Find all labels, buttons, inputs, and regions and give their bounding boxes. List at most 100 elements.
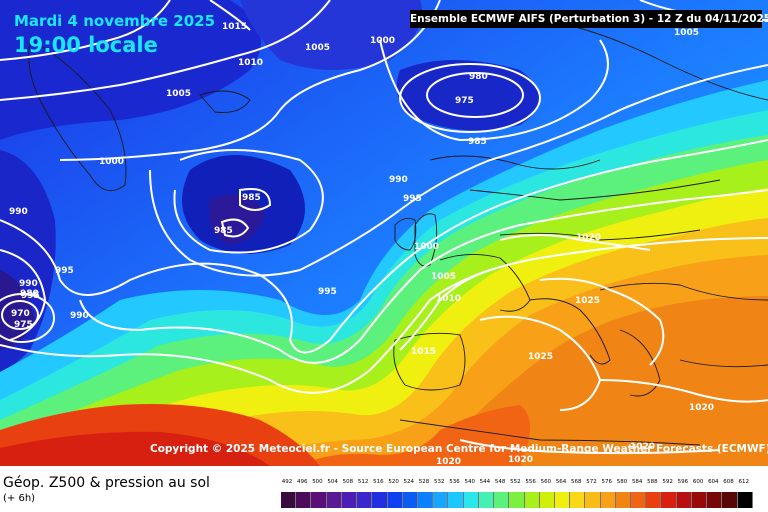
legend-swatch (524, 492, 540, 508)
isobars (0, 0, 768, 453)
isobar-label: 1020 (508, 455, 533, 465)
isobar-label: 1005 (674, 28, 699, 38)
legend-value-labels: 492 496 500 504 508 512 516 520 524 528 532 536 540 5… (281, 479, 753, 489)
isobar-label: 975 (14, 320, 33, 330)
isobar-label: 1020 (576, 233, 601, 243)
isobar-label: 1010 (436, 294, 461, 304)
legend-value-label: 524 (403, 479, 415, 485)
legend-value-label: 612 (738, 479, 750, 485)
isobar-label: 1015 (411, 347, 436, 357)
legend-value-label: 520 (388, 479, 399, 485)
isobar-label: 990 (9, 207, 28, 217)
isobar-label: 995 (55, 266, 74, 276)
legend-value-label: 580 (616, 479, 628, 485)
legend-swatch (296, 492, 312, 508)
legend-value-label: 500 (312, 479, 323, 485)
legend-swatch (691, 492, 708, 508)
footer: Géop. Z500 & pression au sol (+ 6h) 492 4… (0, 466, 768, 512)
lead-time: (+ 6h) (3, 493, 36, 504)
legend-swatch (722, 492, 738, 508)
isobar-label: 1005 (166, 89, 191, 99)
legend-value-label: 556 (525, 479, 536, 485)
legend-swatch (357, 492, 373, 508)
legend-swatch (570, 492, 586, 508)
isobar-label: 995 (403, 194, 422, 204)
isobar-label: 1000 (370, 36, 395, 46)
isobar-label: 1000 (414, 242, 439, 252)
legend-value-label: 604 (708, 479, 719, 485)
isobar-label: 985 (468, 137, 487, 147)
legend-value-label: 508 (342, 479, 354, 485)
isobar-label: 1005 (431, 272, 456, 282)
legend-value-label: 532 (434, 479, 445, 485)
isobar-label: 1025 (575, 296, 600, 306)
legend-swatch (554, 492, 571, 508)
isobar-label: 990 (19, 279, 38, 289)
legend-value-label: 564 (555, 479, 567, 485)
legend-value-label: 608 (723, 479, 734, 485)
isobar-label: 1015 (222, 22, 247, 32)
legend-value-label: 552 (510, 479, 521, 485)
legend-value-label: 588 (647, 479, 658, 485)
low-geopotential-shading (0, 0, 540, 372)
isobar-label: 1000 (99, 157, 124, 167)
high-geopotential-shading (0, 80, 768, 466)
legend-value-label: 548 (494, 479, 506, 485)
isobar-label: 1020 (436, 457, 461, 466)
legend-swatch (737, 492, 753, 508)
coastlines (28, 19, 768, 446)
legend-value-label: 528 (418, 479, 430, 485)
legend-swatch (372, 492, 388, 508)
isobar-label: 995 (21, 291, 40, 301)
isobar-label: 1010 (238, 58, 263, 68)
forecast-local-time: 19:00 locale (14, 33, 158, 57)
isobar-label: 1025 (528, 352, 553, 362)
legend-value-label: 592 (662, 479, 673, 485)
legend-swatch (341, 492, 358, 508)
isobar-label: 970 (11, 309, 30, 319)
legend-swatch (539, 492, 555, 508)
isobar-label: 990 (70, 311, 89, 321)
isobar-label: 1005 (305, 43, 330, 53)
pressure-labels: 1015 1005 1010 1000 1005 980 975 985 990… (9, 22, 714, 466)
isobar-label: 985 (242, 193, 261, 203)
legend-swatch (448, 492, 464, 508)
legend-value-label: 496 (296, 479, 308, 485)
legend-value-label: 576 (601, 479, 612, 485)
legend-swatch (417, 492, 434, 508)
isobar-label: 995 (318, 287, 337, 297)
legend-swatch (646, 492, 662, 508)
legend-swatches (281, 492, 753, 508)
legend-value-label: 584 (631, 479, 643, 485)
model-run-info: Ensemble ECMWF AIFS (Perturbation 3) - 1… (410, 10, 768, 28)
legend-swatch (463, 492, 479, 508)
product-title: Géop. Z500 & pression au sol (3, 475, 210, 491)
legend-value-label: 572 (586, 479, 597, 485)
color-scale-legend: 492 496 500 504 508 512 516 520 524 528 532 536 540 5… (281, 479, 753, 509)
legend-value-label: 568 (571, 479, 582, 485)
legend-value-label: 540 (464, 479, 475, 485)
copyright-notice: Copyright © 2025 Meteociel.fr - Source E… (150, 443, 768, 455)
legend-swatch (478, 492, 495, 508)
legend-swatch (281, 492, 297, 508)
isobar-label: 980 (20, 289, 39, 299)
legend-swatch (707, 492, 723, 508)
legend-swatch (600, 492, 616, 508)
isobar-label: 1020 (689, 403, 714, 413)
forecast-date: Mardi 4 novembre 2025 (14, 12, 216, 30)
legend-swatch (661, 492, 677, 508)
legend-value-label: 492 (281, 479, 293, 485)
legend-swatch (494, 492, 510, 508)
legend-swatch (433, 492, 449, 508)
legend-swatch (631, 492, 647, 508)
map-canvas: 1015 1005 1010 1000 1005 980 975 985 990… (0, 0, 768, 466)
legend-value-label: 512 (357, 479, 369, 485)
legend-value-label: 596 (677, 479, 689, 485)
isobar-label: 975 (455, 96, 474, 106)
legend-swatch (676, 492, 692, 508)
legend-value-label: 560 (540, 479, 552, 485)
isobar-label: 985 (214, 226, 233, 236)
legend-value-label: 536 (449, 479, 460, 485)
forecast-map: 1015 1005 1010 1000 1005 980 975 985 990… (0, 0, 768, 466)
legend-value-label: 544 (479, 479, 491, 485)
